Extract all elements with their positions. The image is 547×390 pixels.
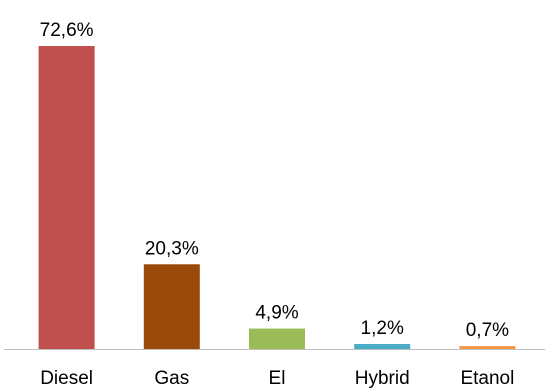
x-tick-label-diesel: Diesel bbox=[40, 368, 93, 389]
bar-el bbox=[249, 328, 305, 349]
data-label-el: 4,9% bbox=[255, 303, 298, 324]
x-tick-label-el: El bbox=[269, 368, 286, 389]
data-label-gas: 20,3% bbox=[145, 238, 199, 259]
bars-group bbox=[38, 46, 516, 349]
bar-diesel bbox=[38, 46, 95, 349]
x-tick-label-hybrid: Hybrid bbox=[355, 368, 410, 389]
bar-hybrid bbox=[354, 343, 411, 349]
bar-etanol bbox=[459, 346, 516, 349]
x-tick-label-gas: Gas bbox=[154, 368, 189, 389]
data-label-etanol: 0,7% bbox=[466, 320, 509, 341]
bar-gas bbox=[143, 264, 200, 349]
x-tick-label-etanol: Etanol bbox=[460, 368, 514, 389]
data-labels-group: 72,6% 20,3% 4,9% 1,2% 0,7% bbox=[40, 20, 509, 341]
data-label-hybrid: 1,2% bbox=[361, 318, 404, 339]
x-tick-labels-group: Diesel Gas El Hybrid Etanol bbox=[40, 368, 514, 389]
data-label-diesel: 72,6% bbox=[40, 20, 94, 41]
